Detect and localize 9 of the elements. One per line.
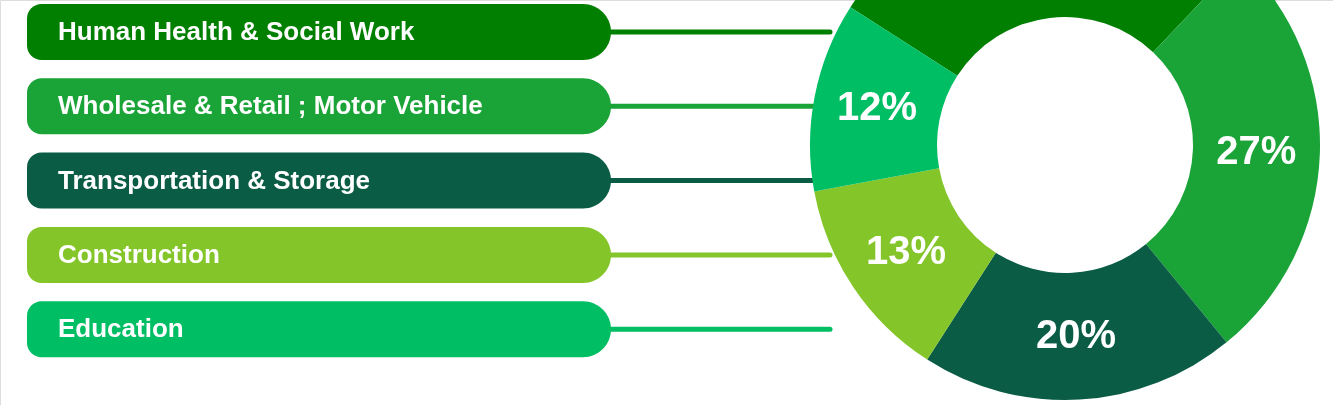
legend-label: Wholesale & Retail ; Motor Vehicle [58,90,483,121]
data-label: 12% [837,84,918,129]
data-label: 13% [866,227,947,272]
data-label: 20% [1035,312,1117,357]
legend-label: Human Health & Social Work [58,16,415,46]
data-label: 27% [1216,128,1297,173]
legend-label: Transportation & Storage [58,164,371,195]
legend-label: Education [58,313,184,344]
legend-label: Construction [58,238,220,269]
